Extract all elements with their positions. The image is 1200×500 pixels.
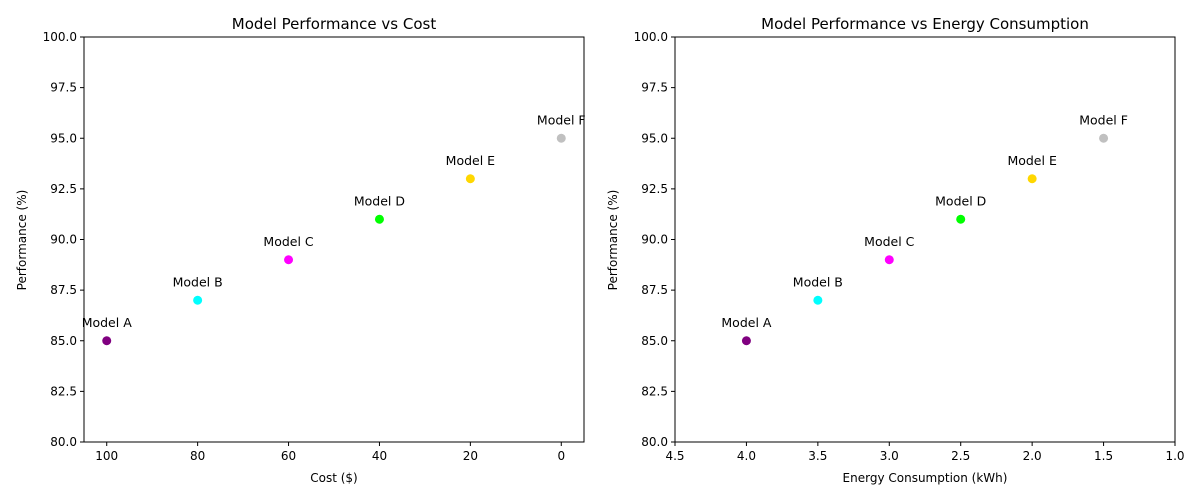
x-tick-label: 80 [190, 449, 205, 463]
y-tick-label: 90.0 [50, 233, 77, 247]
y-tick-label: 100.0 [634, 30, 668, 44]
y-tick-label: 95.0 [641, 131, 668, 145]
point-label: Model F [537, 112, 586, 127]
y-tick-label: 87.5 [50, 283, 77, 297]
chart-title: Model Performance vs Energy Consumption [761, 15, 1089, 33]
x-tick-label: 2.0 [1023, 449, 1042, 463]
data-point [813, 295, 823, 305]
y-tick-label: 80.0 [50, 435, 77, 449]
data-point [102, 336, 112, 346]
y-tick-label: 87.5 [641, 283, 668, 297]
x-tick-label: 4.5 [665, 449, 684, 463]
x-tick-label: 1.0 [1165, 449, 1184, 463]
x-axis-label: Cost ($) [310, 471, 358, 485]
point-label: Model F [1079, 112, 1128, 127]
axes-frame [83, 36, 585, 443]
data-point [741, 336, 751, 346]
data-point [556, 133, 566, 143]
x-tick-label: 40 [372, 449, 387, 463]
data-point [956, 214, 966, 224]
data-point [284, 255, 294, 265]
energy-chart: Model Performance vs Energy Consumption … [606, 15, 1185, 485]
x-tick-label: 4.0 [737, 449, 756, 463]
y-axis-label: Performance (%) [606, 190, 620, 291]
data-point [884, 255, 894, 265]
y-tick-label: 95.0 [50, 131, 77, 145]
data-point [465, 174, 475, 184]
point-label: Model D [935, 193, 986, 208]
y-tick-label: 90.0 [641, 233, 668, 247]
y-tick-label: 82.5 [641, 384, 668, 398]
x-tick-label: 60 [281, 449, 296, 463]
point-label: Model B [793, 274, 843, 289]
x-tick-label: 1.5 [1094, 449, 1113, 463]
chart-title: Model Performance vs Cost [232, 15, 437, 33]
y-tick-label: 85.0 [50, 334, 77, 348]
data-point [374, 214, 384, 224]
x-tick-label: 3.5 [808, 449, 827, 463]
axes-frame [674, 36, 1176, 443]
point-label: Model C [263, 234, 314, 249]
x-tick-label: 20 [463, 449, 478, 463]
y-tick-label: 82.5 [50, 384, 77, 398]
y-axis-label: Performance (%) [15, 190, 29, 291]
y-tick-label: 100.0 [43, 30, 77, 44]
x-tick-label: 100 [95, 449, 118, 463]
point-label: Model D [354, 193, 405, 208]
data-point [1027, 174, 1037, 184]
y-tick-label: 80.0 [641, 435, 668, 449]
point-label: Model E [446, 153, 496, 168]
cost-chart: Model Performance vs Cost Cost ($) Perfo… [15, 15, 586, 485]
y-tick-label: 97.5 [50, 81, 77, 95]
data-point [1099, 133, 1109, 143]
x-tick-label: 3.0 [880, 449, 899, 463]
y-tick-label: 97.5 [641, 81, 668, 95]
point-label: Model A [82, 315, 133, 330]
point-label: Model B [173, 274, 223, 289]
y-tick-label: 92.5 [641, 182, 668, 196]
x-axis-label: Energy Consumption (kWh) [843, 471, 1008, 485]
point-label: Model C [864, 234, 915, 249]
y-tick-label: 92.5 [50, 182, 77, 196]
point-label: Model E [1007, 153, 1057, 168]
x-tick-label: 2.5 [951, 449, 970, 463]
data-point [193, 295, 203, 305]
y-tick-label: 85.0 [641, 334, 668, 348]
point-label: Model A [721, 315, 772, 330]
x-tick-label: 0 [557, 449, 565, 463]
